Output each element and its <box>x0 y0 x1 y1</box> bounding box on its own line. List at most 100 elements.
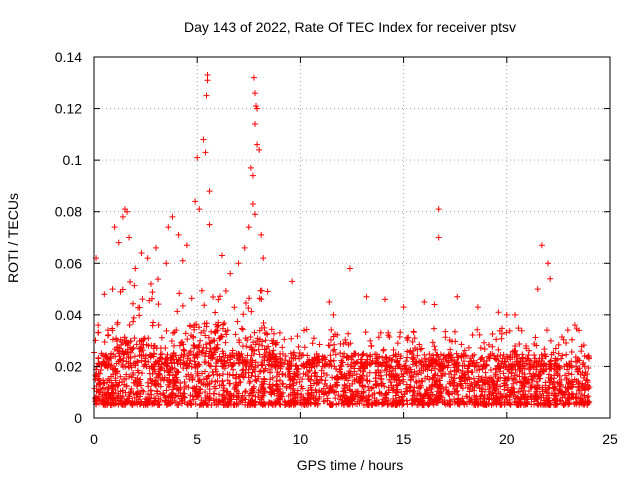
data-point <box>541 346 548 353</box>
data-point <box>133 383 140 390</box>
data-point <box>116 379 123 386</box>
data-point <box>525 376 532 383</box>
data-point <box>454 400 461 407</box>
data-point <box>282 353 289 360</box>
data-point <box>364 377 371 384</box>
data-point <box>396 333 403 340</box>
data-point <box>258 296 265 303</box>
data-point <box>510 380 517 387</box>
data-point <box>191 345 198 352</box>
data-point <box>226 394 233 401</box>
data-point <box>203 92 210 99</box>
data-point <box>231 304 238 311</box>
data-point <box>247 334 254 341</box>
data-point <box>135 304 142 311</box>
data-point <box>577 395 584 402</box>
data-point <box>572 354 579 361</box>
data-point <box>189 385 196 392</box>
data-point <box>497 383 504 390</box>
data-point <box>578 391 585 398</box>
data-point <box>185 384 192 391</box>
data-point <box>210 371 217 378</box>
data-point <box>260 386 267 393</box>
data-point <box>420 400 427 407</box>
data-point <box>163 260 170 267</box>
data-point <box>564 366 571 373</box>
data-point <box>147 387 154 394</box>
data-point <box>510 391 517 398</box>
data-point <box>451 361 458 368</box>
data-point <box>253 102 260 109</box>
data-point <box>312 400 319 407</box>
data-point <box>506 393 513 400</box>
data-point <box>177 361 184 368</box>
data-point <box>402 362 409 369</box>
data-point <box>545 401 552 408</box>
data-point <box>461 371 468 378</box>
data-point <box>532 355 539 362</box>
data-point <box>294 333 301 340</box>
data-point <box>109 382 116 389</box>
data-point <box>416 383 423 390</box>
data-point <box>546 378 553 385</box>
data-point <box>357 379 364 386</box>
data-point <box>413 359 420 366</box>
data-point <box>538 351 545 358</box>
data-point <box>504 384 511 391</box>
data-point <box>493 382 500 389</box>
data-point <box>512 311 519 318</box>
data-point <box>149 370 156 377</box>
data-point <box>552 393 559 400</box>
data-point <box>304 395 311 402</box>
data-point <box>332 351 339 358</box>
data-point <box>222 339 229 346</box>
data-point <box>343 355 350 362</box>
data-point <box>179 257 186 264</box>
data-point <box>127 349 134 356</box>
data-point <box>524 379 531 386</box>
data-point <box>416 367 423 374</box>
data-point <box>294 399 301 406</box>
data-point <box>531 351 538 358</box>
data-point <box>222 287 229 294</box>
data-point <box>116 397 123 404</box>
data-point <box>126 321 133 328</box>
data-point <box>479 388 486 395</box>
data-point <box>424 366 431 373</box>
data-point <box>399 393 406 400</box>
data-point <box>360 388 367 395</box>
data-point <box>472 395 479 402</box>
data-point <box>338 357 345 364</box>
data-point <box>290 349 297 356</box>
data-point <box>506 327 513 334</box>
data-point <box>263 345 270 352</box>
data-point <box>495 346 502 353</box>
data-point <box>184 336 191 343</box>
data-point <box>547 337 554 344</box>
data-point <box>255 389 262 396</box>
data-point <box>207 345 214 352</box>
data-point <box>494 378 501 385</box>
data-point <box>131 353 138 360</box>
data-point <box>326 342 333 349</box>
data-point <box>386 355 393 362</box>
data-point <box>251 121 258 128</box>
data-point <box>403 358 410 365</box>
data-point <box>260 320 267 327</box>
data-point <box>320 398 327 405</box>
data-point <box>200 400 207 407</box>
data-point <box>429 375 436 382</box>
data-point <box>151 399 158 406</box>
data-point <box>311 401 318 408</box>
data-point <box>434 377 441 384</box>
data-point <box>327 352 334 359</box>
data-point <box>443 354 450 361</box>
data-point <box>363 293 370 300</box>
data-point <box>252 359 259 366</box>
data-point <box>112 365 119 372</box>
data-point <box>576 327 583 334</box>
data-point <box>108 402 115 409</box>
x-tick-label: 10 <box>293 431 309 447</box>
data-point <box>289 278 296 285</box>
data-point <box>353 376 360 383</box>
